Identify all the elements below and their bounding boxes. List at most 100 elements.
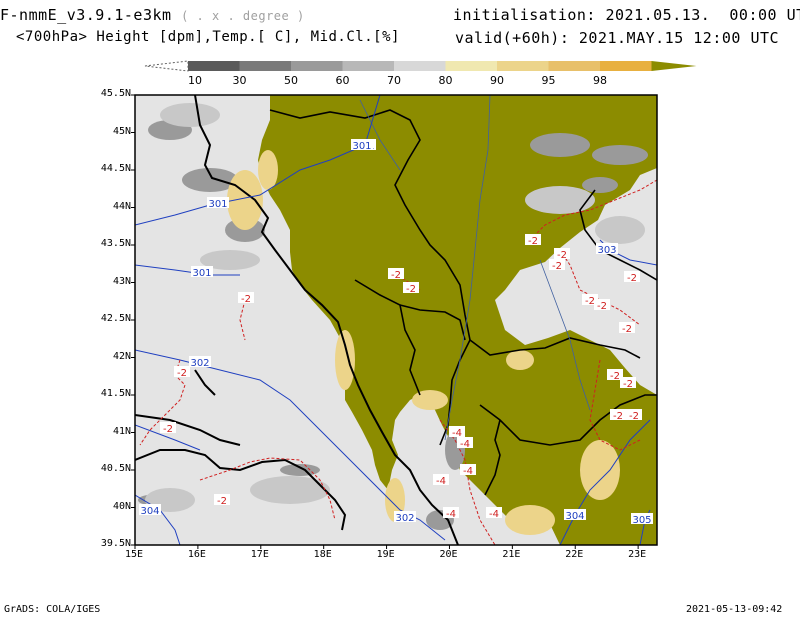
- valid-line: valid(+60h): 2021.MAY.15 12:00 UTC: [455, 29, 779, 47]
- init-line: initialisation: 2021.05.13. 00:00 UTC: [453, 6, 800, 24]
- lat-tick-label: 44.5N: [100, 163, 131, 174]
- model-title: F-nmmE_v3.9.1-e3km: [0, 6, 172, 24]
- colorbar-box: [548, 61, 600, 71]
- temp-contour-label: -2: [613, 411, 623, 422]
- colorbar: 10 30 50 60 70 80 90 95 98: [144, 60, 697, 87]
- temp-label-bg: [624, 271, 640, 282]
- temp-contour-label: -2: [163, 424, 173, 435]
- init-value: 2021.05.13. 00:00 UTC: [605, 6, 800, 24]
- height-contour-label: 301: [352, 141, 371, 152]
- height-label-bg: [596, 243, 618, 254]
- lon-tick-label: 22E: [565, 549, 584, 560]
- temp-label-bg: [449, 426, 465, 437]
- lat-tick-label: 44N: [112, 200, 131, 212]
- temp-label-bg: [238, 292, 254, 303]
- colorbar-label: 50: [284, 74, 298, 87]
- lat-tick-label: 45.5N: [100, 88, 131, 99]
- temp-label-bg: [582, 294, 598, 305]
- height-contour-label: 303: [597, 245, 616, 256]
- height-label-bg: [564, 509, 586, 520]
- height-label-bg: [631, 513, 653, 524]
- lat-tick-label: 40.5N: [100, 463, 131, 474]
- temp-label-bg: [626, 409, 642, 420]
- height-label-bg: [207, 197, 229, 208]
- lat-tick-label: 43N: [112, 275, 131, 287]
- temp-label-bg: [433, 474, 449, 485]
- lat-tick-label: 39.5N: [100, 538, 131, 549]
- colorbar-label: 98: [593, 74, 607, 87]
- temp-label-bg: [607, 369, 623, 380]
- colorbar-label: 80: [439, 74, 453, 87]
- temp-contour-label: -2: [406, 284, 416, 295]
- temp-contour-label: -2: [629, 411, 639, 422]
- colorbar-box: [342, 61, 394, 71]
- temp-label-bg: [160, 422, 176, 433]
- height-label-bg: [394, 511, 416, 522]
- field-description: <700hPa> Height [dpm],Temp.[ C], Mid.Cl.…: [16, 29, 400, 45]
- temp-contour-label: -2: [528, 236, 538, 247]
- lat-tick-label: 45N: [112, 125, 131, 137]
- colorbar-right-arrow: [651, 61, 697, 71]
- lon-tick-label: 17E: [250, 549, 269, 560]
- temp-label-bg: [594, 299, 610, 310]
- temp-contour-label: -2: [597, 301, 607, 312]
- temp-label-bg: [549, 259, 565, 270]
- colorbar-box: [188, 61, 240, 71]
- temp-contour-label: -4: [436, 476, 446, 487]
- height-contour-label: 302: [395, 513, 414, 524]
- colorbar-label: 10: [188, 74, 202, 87]
- footer-software: GrADS: COLA/IGES: [4, 604, 101, 615]
- temp-contour-label: -2: [241, 294, 251, 305]
- height-contour-label: 302: [190, 358, 209, 369]
- colorbar-box: [239, 61, 291, 71]
- valid-value: 2021.MAY.15 12:00 UTC: [578, 29, 780, 47]
- cloud-patches-grey: [138, 120, 648, 530]
- temp-label-bg: [620, 377, 636, 388]
- height-contour-label: 305: [632, 515, 651, 526]
- temp-label-bg: [443, 507, 459, 518]
- colorbar-box: [291, 61, 343, 71]
- temp-label-bg: [554, 248, 570, 259]
- valid-label: valid(+60h):: [455, 29, 570, 47]
- cloud-field-se: [495, 345, 610, 445]
- lat-tick-label: 42.5N: [100, 313, 131, 324]
- lon-tick-label: 16E: [187, 549, 206, 560]
- colorbar-box: [445, 61, 497, 71]
- model-note: ( . x . degree ): [181, 9, 305, 23]
- temp-contour-label: -2: [177, 368, 187, 379]
- temp-contour-label: -4: [452, 428, 462, 439]
- colorbar-label: 90: [490, 74, 504, 87]
- height-label-bg: [191, 266, 213, 277]
- temp-contour-label: -4: [489, 509, 499, 520]
- colorbar-label: 60: [336, 74, 350, 87]
- height-contour-label: 301: [208, 199, 227, 210]
- temp-contour-label: -2: [557, 250, 567, 261]
- temp-contour-label: -2: [585, 296, 595, 307]
- temp-contour-label: -2: [217, 496, 227, 507]
- temp-label-bg: [619, 322, 635, 333]
- temp-contour-label: -4: [460, 439, 470, 450]
- lat-tick-label: 42N: [112, 350, 131, 362]
- cloud-patches-light: [145, 103, 645, 512]
- lon-tick-label: 19E: [376, 549, 395, 560]
- lon-tick-label: 20E: [439, 549, 458, 560]
- temp-label-bg: [174, 366, 190, 377]
- footer-timestamp: 2021-05-13-09:42: [686, 604, 783, 615]
- lon-tick-label: 18E: [313, 549, 332, 560]
- colorbar-box: [600, 61, 652, 71]
- colorbar-box: [394, 61, 446, 71]
- height-contour-label: 304: [565, 511, 584, 522]
- colorbar-label: 70: [387, 74, 401, 87]
- country-borders: [269, 109, 657, 496]
- height-contour-label: 301: [192, 268, 211, 279]
- colorbar-box: [497, 61, 549, 71]
- rivers: [359, 95, 591, 441]
- lat-tick-label: 40N: [112, 500, 131, 512]
- temp-label-bg: [388, 268, 404, 279]
- lat-tick-label: 41.5N: [100, 388, 131, 399]
- lon-tick-label: 21E: [502, 549, 521, 560]
- temp-label-bg: [403, 282, 419, 293]
- temp-contour-label: -2: [623, 379, 633, 390]
- temp-contour-label: -2: [610, 371, 620, 382]
